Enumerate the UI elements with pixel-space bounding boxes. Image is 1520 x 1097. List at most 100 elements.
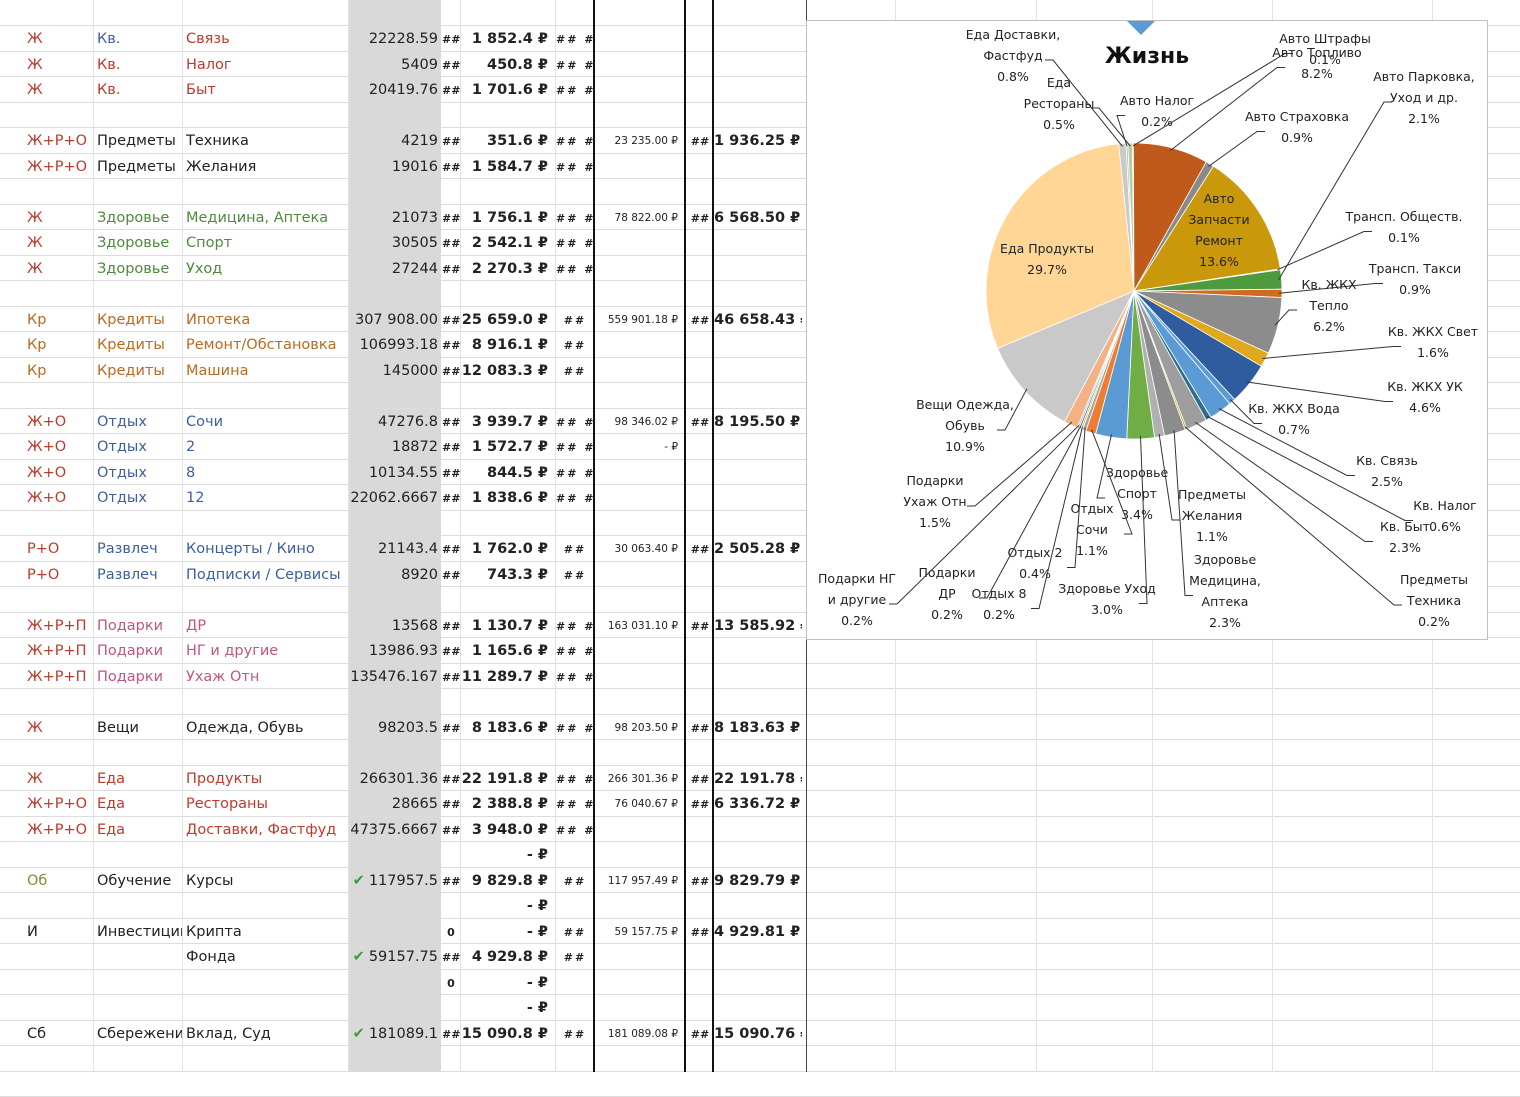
cell-i[interactable] (686, 817, 714, 842)
cell-c[interactable] (186, 689, 348, 714)
cell-c[interactable]: Курсы (186, 868, 348, 893)
cell-i[interactable]: ## (686, 1021, 714, 1046)
cell-f[interactable]: 1 838.6 ₽ (461, 485, 551, 510)
cell-e[interactable]: ## (442, 230, 460, 255)
cell-i[interactable] (686, 485, 714, 510)
cell-b[interactable] (97, 995, 183, 1020)
cell-d[interactable]: 22228.59 (349, 26, 441, 51)
cell-f[interactable]: 2 542.1 ₽ (461, 230, 551, 255)
chart-handle-icon[interactable] (1127, 21, 1155, 35)
cell-e[interactable]: ## (442, 638, 460, 663)
cell-f[interactable]: 450.8 ₽ (461, 52, 551, 77)
cell-f[interactable]: 2 270.3 ₽ (461, 256, 551, 281)
cell-e[interactable]: ## (442, 460, 460, 485)
cell-g[interactable] (556, 689, 594, 714)
cell-j[interactable] (714, 511, 802, 536)
cell-h[interactable] (596, 281, 680, 306)
cell-d[interactable]: 27244 (349, 256, 441, 281)
cell-a[interactable]: Ж (27, 766, 93, 791)
cell-d[interactable]: 5409 (349, 52, 441, 77)
cell-e[interactable]: ## (442, 332, 460, 357)
cell-b[interactable]: Кв. (97, 26, 183, 51)
cell-j[interactable] (714, 281, 802, 306)
cell-e[interactable]: ## (442, 77, 460, 102)
cell-g[interactable]: ## ## (556, 485, 594, 510)
cell-c[interactable]: Техника (186, 128, 348, 153)
cell-b[interactable]: Развлеч (97, 562, 183, 587)
cell-i[interactable] (686, 154, 714, 179)
cell-d[interactable]: 10134.55 (349, 460, 441, 485)
cell-g[interactable]: ## (556, 358, 594, 383)
cell-g[interactable]: ## (556, 1021, 594, 1046)
cell-e[interactable]: 0 (442, 919, 460, 944)
cell-j[interactable]: 6 568.50 ₽ (714, 205, 802, 230)
cell-f[interactable] (461, 689, 551, 714)
cell-d[interactable]: 47375.6667 (349, 817, 441, 842)
cell-h[interactable]: 266 301.36 ₽ (596, 766, 680, 791)
cell-h[interactable] (596, 154, 680, 179)
cell-h[interactable]: 30 063.40 ₽ (596, 536, 680, 561)
cell-f[interactable]: 15 090.8 ₽ (461, 1021, 551, 1046)
cell-a[interactable]: Кр (27, 332, 93, 357)
cell-f[interactable]: 3 939.7 ₽ (461, 409, 551, 434)
cell-h[interactable]: - ₽ (596, 434, 680, 459)
cell-g[interactable] (556, 842, 594, 867)
cell-f[interactable] (461, 740, 551, 765)
cell-f[interactable]: 844.5 ₽ (461, 460, 551, 485)
cell-b[interactable]: Кредиты (97, 307, 183, 332)
cell-h[interactable] (596, 256, 680, 281)
cell-e[interactable]: ## (442, 307, 460, 332)
cell-d[interactable] (349, 281, 441, 306)
cell-c[interactable]: НГ и другие (186, 638, 348, 663)
cell-i[interactable] (686, 256, 714, 281)
cell-i[interactable] (686, 77, 714, 102)
cell-c[interactable]: Связь (186, 26, 348, 51)
cell-a[interactable]: Ж+Р+П (27, 638, 93, 663)
cell-g[interactable]: ## ## (556, 460, 594, 485)
cell-h[interactable]: 559 901.18 ₽ (596, 307, 680, 332)
cell-e[interactable]: ## (442, 664, 460, 689)
cell-f[interactable]: - ₽ (461, 919, 551, 944)
cell-j[interactable]: 15 090.76 ₽ (714, 1021, 802, 1046)
cell-a[interactable]: Ж (27, 26, 93, 51)
cell-b[interactable]: Здоровье (97, 230, 183, 255)
cell-e[interactable]: ## (442, 256, 460, 281)
cell-f[interactable]: 8 916.1 ₽ (461, 332, 551, 357)
cell-f[interactable]: 1 130.7 ₽ (461, 613, 551, 638)
cell-f[interactable]: 2 388.8 ₽ (461, 791, 551, 816)
cell-j[interactable] (714, 26, 802, 51)
cell-b[interactable] (97, 893, 183, 918)
cell-e[interactable] (442, 893, 460, 918)
cell-a[interactable]: Р+О (27, 562, 93, 587)
cell-c[interactable]: Одежда, Обувь (186, 715, 348, 740)
cell-c[interactable]: Желания (186, 154, 348, 179)
cell-g[interactable]: ## (556, 332, 594, 357)
cell-g[interactable]: ## (556, 868, 594, 893)
cell-f[interactable]: 3 948.0 ₽ (461, 817, 551, 842)
cell-g[interactable]: ## ## (556, 256, 594, 281)
cell-i[interactable] (686, 587, 714, 612)
cell-h[interactable] (596, 893, 680, 918)
cell-h[interactable]: 181 089.08 ₽ (596, 1021, 680, 1046)
cell-d[interactable]: 98203.5 (349, 715, 441, 740)
cell-b[interactable]: Вещи (97, 715, 183, 740)
cell-i[interactable]: ## (686, 307, 714, 332)
cell-f[interactable]: - ₽ (461, 842, 551, 867)
cell-d[interactable] (349, 511, 441, 536)
cell-c[interactable]: 8 (186, 460, 348, 485)
cell-g[interactable]: ## ## (556, 154, 594, 179)
cell-b[interactable]: Предметы (97, 128, 183, 153)
cell-a[interactable]: Ж (27, 52, 93, 77)
cell-c[interactable]: Налог (186, 52, 348, 77)
cell-d[interactable]: 145000 (349, 358, 441, 383)
cell-g[interactable] (556, 970, 594, 995)
cell-g[interactable] (556, 383, 594, 408)
cell-a[interactable]: Ж (27, 256, 93, 281)
cell-b[interactable]: Подарки (97, 638, 183, 663)
cell-j[interactable] (714, 230, 802, 255)
cell-i[interactable]: ## (686, 409, 714, 434)
cell-e[interactable] (442, 383, 460, 408)
cell-e[interactable] (442, 689, 460, 714)
cell-g[interactable]: ## ## (556, 26, 594, 51)
cell-f[interactable]: 1 165.6 ₽ (461, 638, 551, 663)
